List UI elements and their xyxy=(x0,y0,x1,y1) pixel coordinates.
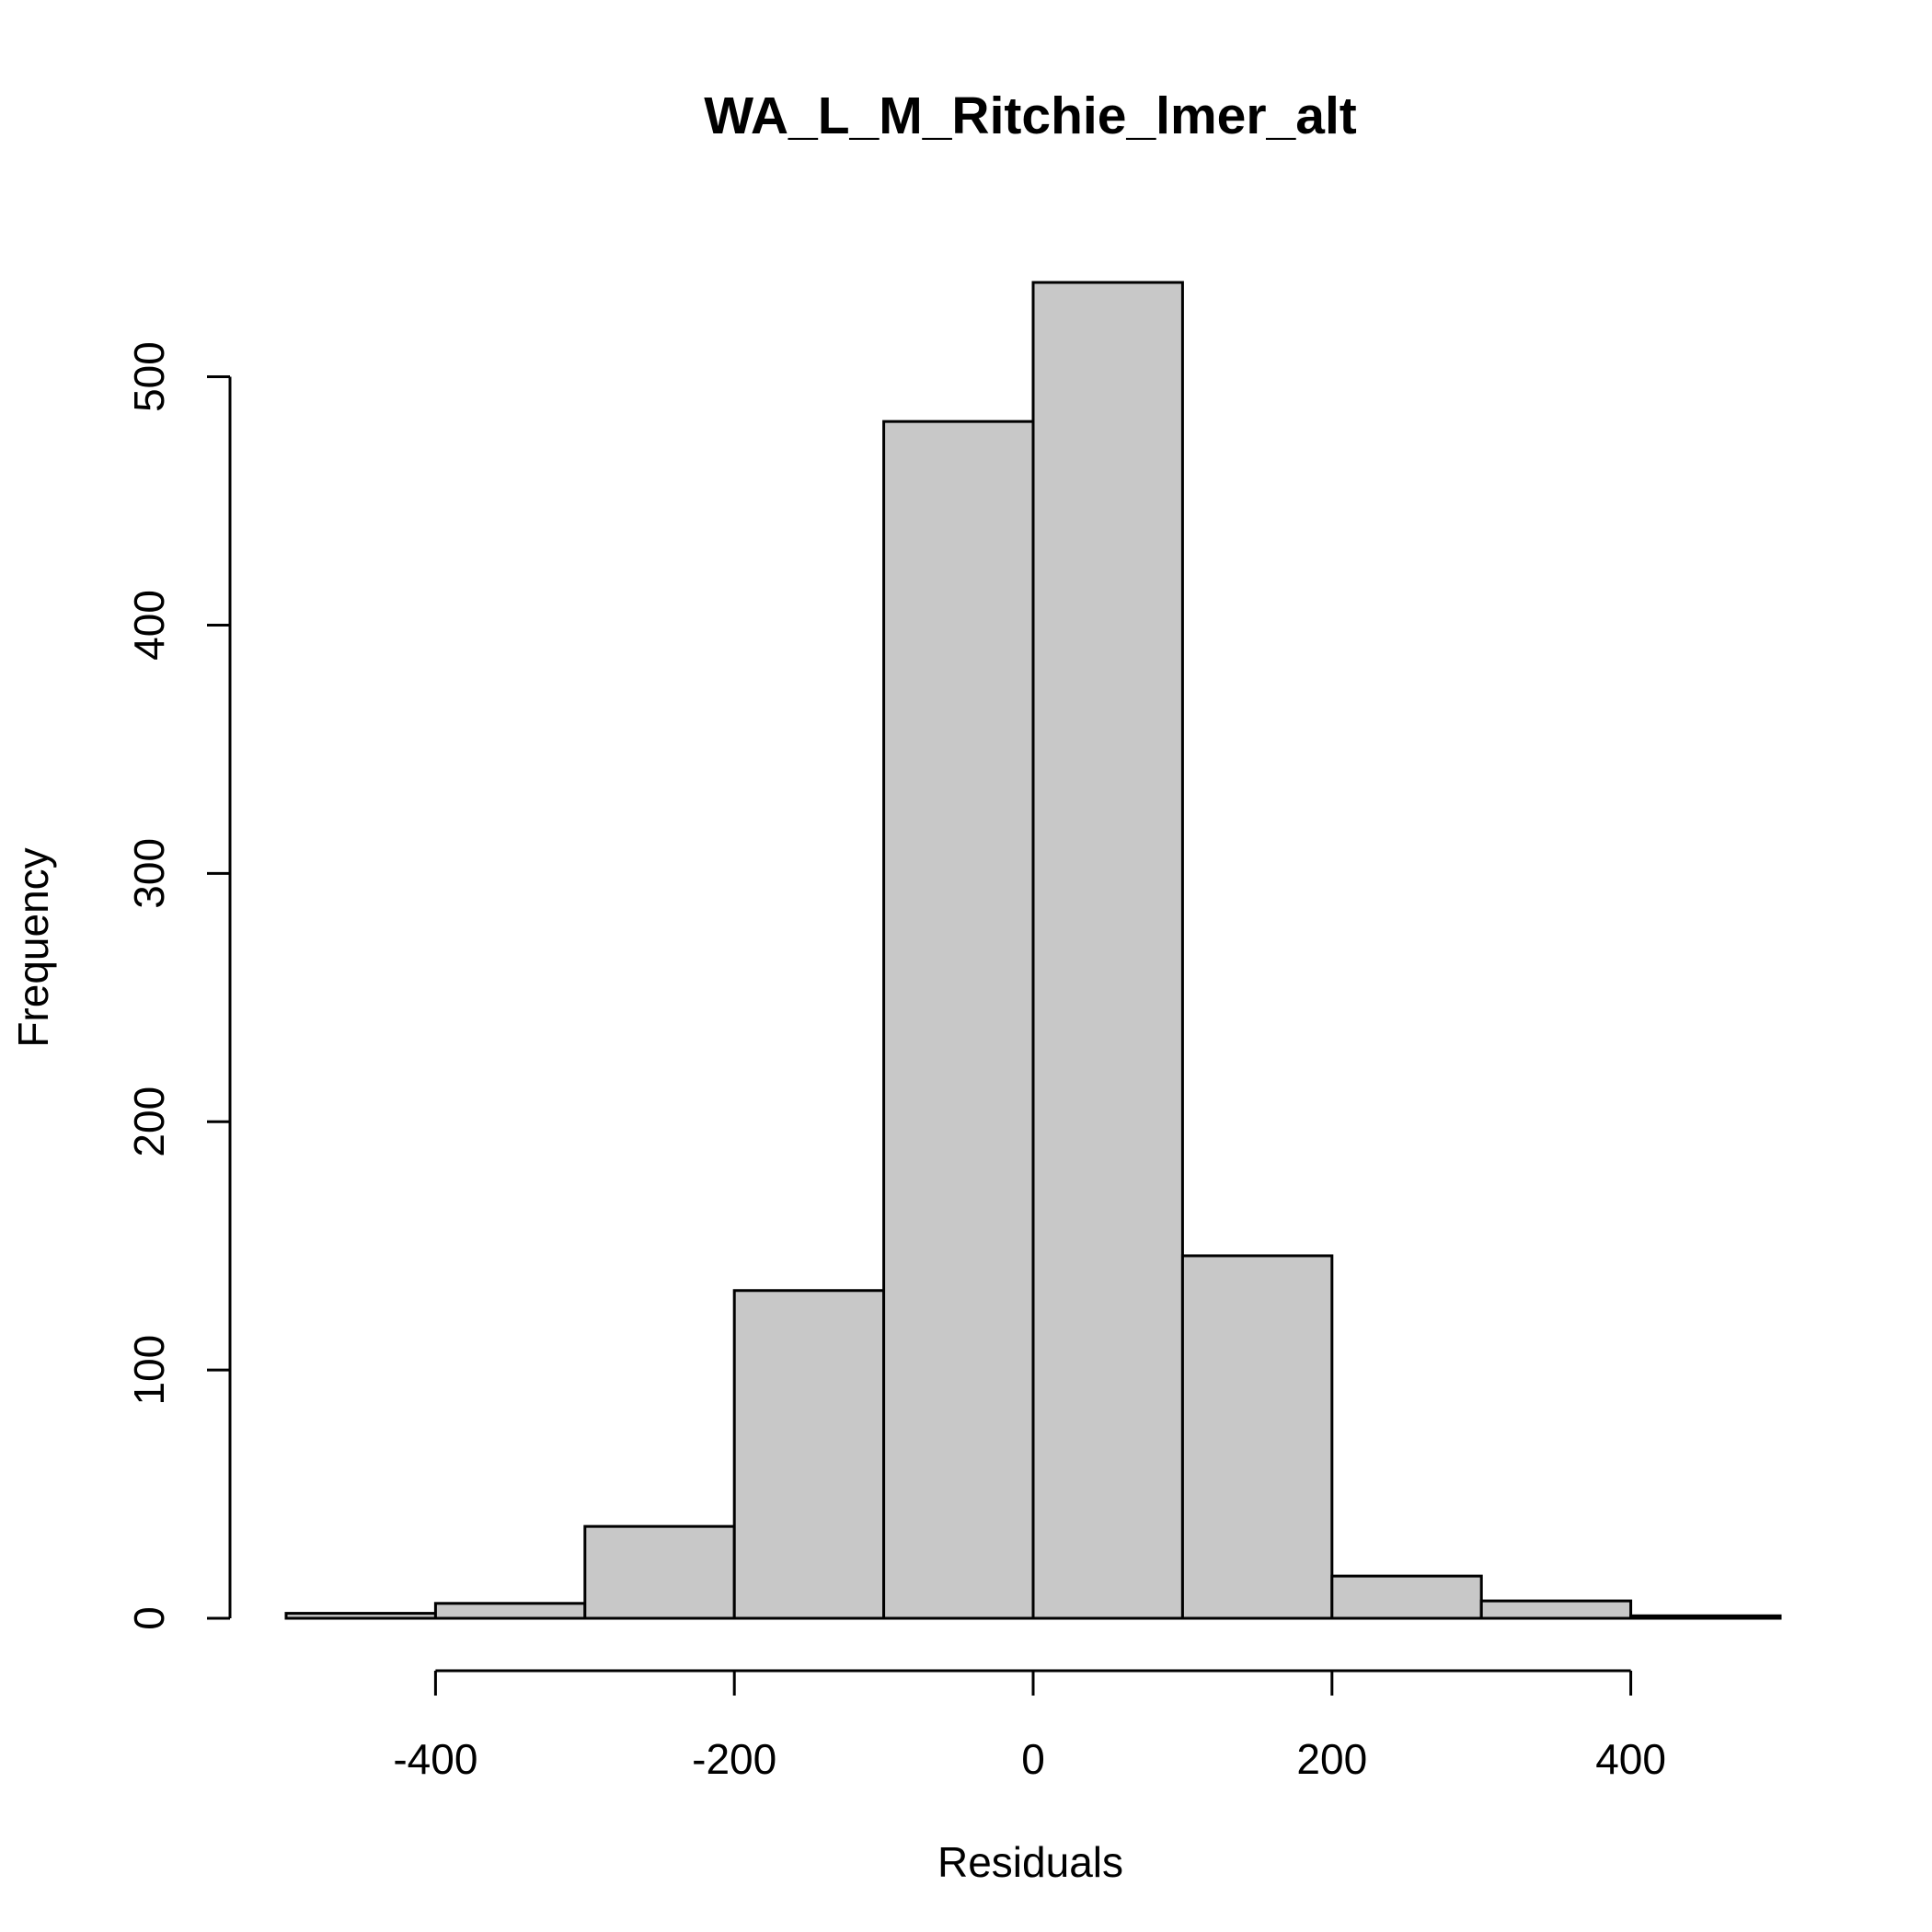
x-tick-label-1: -200 xyxy=(692,1735,776,1783)
x-tick-label-2: 0 xyxy=(1021,1735,1045,1783)
histogram-bar-6 xyxy=(1180,1254,1334,1620)
histogram-bar-8 xyxy=(1479,1599,1633,1620)
chart-title: WA_L_M_Ritchie_lmer_alt xyxy=(704,86,1357,145)
histogram-bar-1 xyxy=(433,1602,587,1620)
x-axis-label: Residuals xyxy=(937,1838,1123,1886)
y-tick-label-0: 0 xyxy=(125,1606,173,1630)
y-axis: 0 100 200 300 400 500 xyxy=(125,341,232,1630)
y-tick-label-2: 200 xyxy=(125,1087,173,1157)
histogram-bar-2 xyxy=(583,1524,736,1620)
x-axis: -400 -200 0 200 400 xyxy=(393,1669,1666,1783)
histogram-bar-9 xyxy=(1629,1614,1782,1620)
x-tick-label-4: 400 xyxy=(1595,1735,1666,1783)
bars-group xyxy=(284,281,1782,1620)
x-tick-label-3: 200 xyxy=(1296,1735,1367,1783)
y-tick-label-3: 300 xyxy=(125,838,173,909)
histogram-bar-7 xyxy=(1330,1574,1483,1620)
y-tick-label-1: 100 xyxy=(125,1335,173,1406)
histogram-bar-4 xyxy=(882,420,1035,1620)
histogram-bar-5 xyxy=(1031,281,1184,1620)
histogram-bar-0 xyxy=(284,1612,437,1620)
y-axis-label: Frequency xyxy=(9,847,57,1047)
y-tick-label-4: 400 xyxy=(125,590,173,661)
x-tick-label-0: -400 xyxy=(393,1735,477,1783)
y-tick-label-5: 500 xyxy=(125,341,173,412)
histogram-bar-3 xyxy=(732,1289,886,1620)
